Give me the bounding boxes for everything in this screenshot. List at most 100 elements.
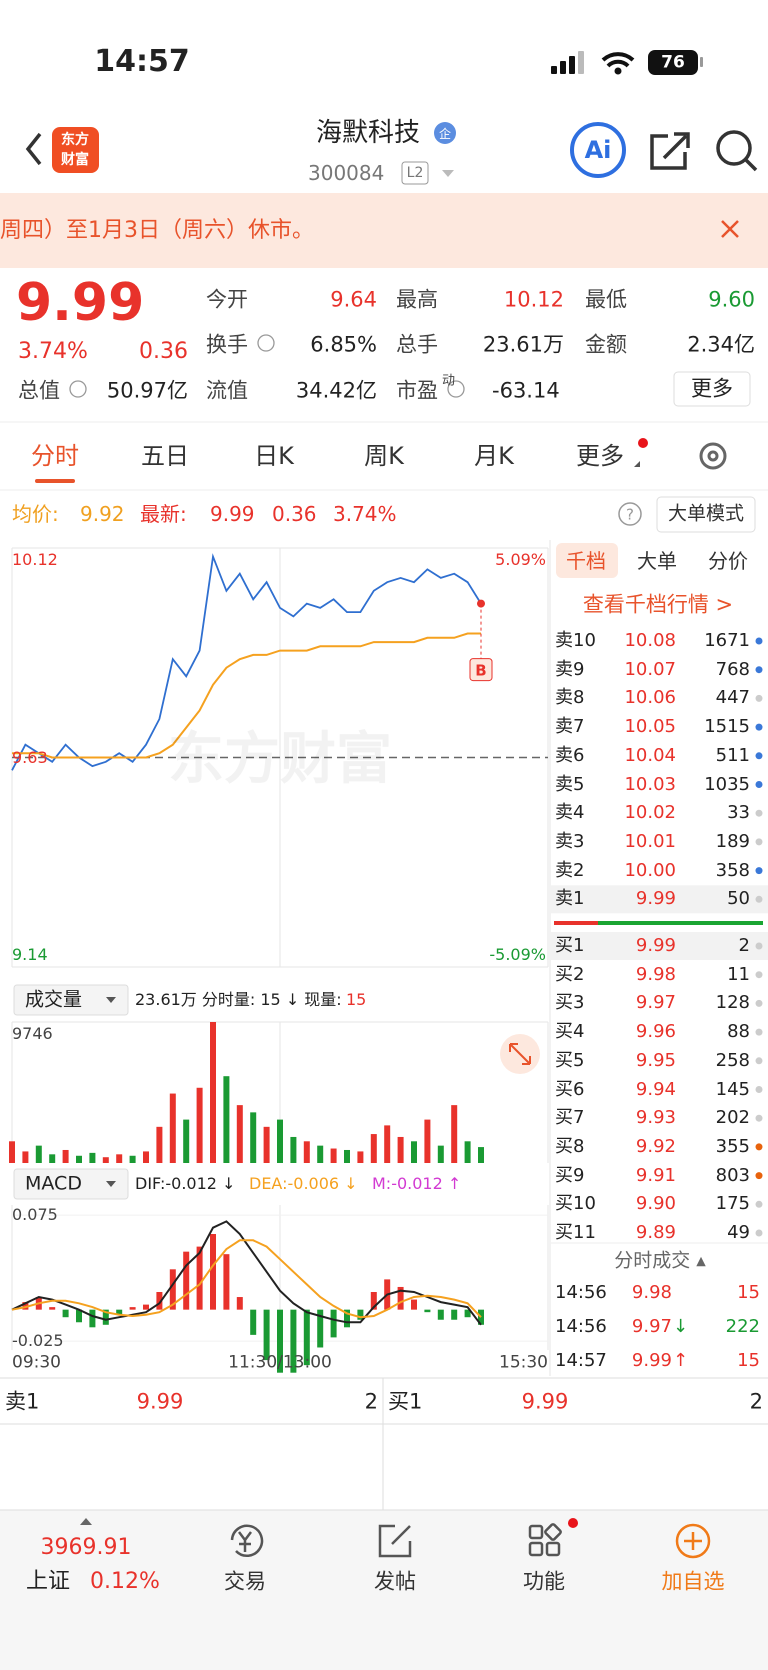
trade-icon[interactable]	[230, 1524, 264, 1558]
stat-value: 50.97亿	[106, 378, 188, 403]
stat-value: 9.64	[330, 287, 377, 312]
macd-bar	[370, 1292, 377, 1310]
close-icon[interactable]	[721, 220, 739, 238]
book-label: 买8	[555, 1135, 585, 1157]
macd-bar	[424, 1309, 431, 1313]
book-price: 10.01	[624, 830, 676, 852]
volume-bar	[317, 1145, 324, 1163]
volume-selector[interactable]	[13, 984, 129, 1016]
more-button[interactable]	[673, 371, 751, 407]
book-label: 买9	[555, 1164, 585, 1186]
trade-volume: 222	[725, 1316, 760, 1337]
macd-bar	[464, 1309, 471, 1318]
quote-price: 9.99	[521, 1389, 569, 1414]
book-tab[interactable]: 大单	[637, 549, 677, 573]
book-volume: 358	[715, 859, 750, 881]
macd-bar	[236, 1297, 243, 1310]
help-icon[interactable]	[618, 502, 642, 526]
chart-tab[interactable]: 五日	[141, 442, 189, 470]
level-text: L2	[406, 165, 424, 181]
book-label: 买4	[555, 1021, 585, 1043]
legend-entry: DIF:-0.012 ↓	[135, 1174, 236, 1193]
notify-dot	[568, 1518, 578, 1528]
book-volume: 1671	[704, 630, 750, 651]
volume-bar	[411, 1141, 417, 1163]
nav-label[interactable]: 加自选	[661, 1569, 725, 1594]
book-label: 买2	[555, 963, 585, 985]
nav-label[interactable]: 功能	[523, 1569, 565, 1594]
macd-bar	[156, 1292, 163, 1310]
level-badge	[401, 161, 429, 185]
book-price: 10.00	[624, 859, 676, 881]
volume-bar	[22, 1151, 29, 1163]
volume-now: 15	[346, 990, 367, 1009]
volume-bar	[250, 1112, 257, 1163]
volume-bar	[210, 1022, 216, 1163]
book-dot	[755, 867, 763, 875]
book-tab[interactable]: 分价	[708, 549, 748, 573]
book-price: 10.06	[624, 687, 676, 709]
trade-price: 9.98	[631, 1282, 672, 1303]
chart-tab[interactable]: 分时	[31, 442, 79, 470]
share-icon[interactable]	[650, 132, 690, 170]
chart-tab[interactable]: 周K	[364, 442, 404, 470]
macd-title[interactable]: MACD	[25, 1172, 82, 1195]
ratio-bar	[554, 921, 598, 925]
book-price: 9.93	[635, 1107, 676, 1129]
index-percent[interactable]: 0.12%	[90, 1569, 160, 1594]
ai-text[interactable]: Ai	[584, 136, 612, 164]
volume-bar	[35, 1145, 42, 1163]
chart-tab[interactable]: 更多	[576, 442, 624, 470]
notify-dot	[638, 438, 648, 448]
index-value[interactable]: 3969.91	[40, 1535, 132, 1560]
avg-line	[12, 632, 481, 759]
volume-bar	[89, 1152, 96, 1163]
dropdown-icon	[106, 997, 116, 1003]
mode-button[interactable]	[656, 496, 756, 533]
trade-arrow: ↑	[673, 1350, 689, 1371]
macd-bar	[223, 1254, 230, 1310]
volume-bar	[156, 1126, 163, 1163]
book-tab[interactable]: 千档	[566, 549, 606, 573]
function-icon[interactable]	[528, 1523, 562, 1557]
volume-bar	[397, 1136, 404, 1163]
index-name[interactable]: 上证	[26, 1569, 71, 1594]
x-tick-label: 11:30/13:00	[228, 1352, 332, 1373]
mode-text[interactable]: 大单模式	[667, 502, 745, 525]
macd-bar	[210, 1234, 216, 1310]
volume-bar	[277, 1119, 283, 1163]
book-label: 买11	[555, 1222, 596, 1243]
book-dot	[755, 694, 763, 702]
nav-label[interactable]: 发帖	[374, 1569, 416, 1594]
volume-bar	[143, 1151, 149, 1163]
price-line	[11, 553, 482, 771]
back-icon[interactable]	[25, 132, 42, 166]
dropdown-icon[interactable]	[442, 170, 454, 177]
macd-selector[interactable]	[13, 1168, 129, 1200]
book-dot	[755, 637, 763, 645]
ai-button[interactable]	[570, 122, 626, 178]
book-volume: 33	[727, 802, 750, 824]
stat-label: 今开	[206, 287, 248, 312]
chart-tab[interactable]: 日K	[254, 442, 294, 470]
book-link[interactable]: 查看千档行情 >	[582, 592, 734, 617]
book-price: 9.90	[635, 1193, 676, 1215]
trade-volume: 15	[737, 1282, 760, 1303]
book-volume: 189	[715, 830, 750, 852]
book-label: 卖3	[555, 830, 585, 852]
macd-bar	[76, 1309, 82, 1323]
book-price: 10.07	[624, 658, 676, 680]
help-text[interactable]: ?	[626, 505, 634, 524]
search-icon[interactable]	[716, 130, 758, 172]
volume-title[interactable]: 成交量	[25, 988, 83, 1011]
book-dot	[755, 1172, 763, 1180]
legend-entry: DEA:-0.006 ↓	[249, 1174, 358, 1193]
nav-label[interactable]: 交易	[224, 1569, 266, 1594]
add-icon[interactable]	[675, 1523, 711, 1559]
more-text[interactable]: 更多	[691, 376, 733, 401]
chart-tab[interactable]: 月K	[474, 442, 514, 470]
trades-title[interactable]: 分时成交 ▴	[614, 1249, 706, 1272]
banner	[0, 193, 768, 268]
settings-icon[interactable]	[699, 442, 727, 470]
post-icon[interactable]	[378, 1524, 412, 1558]
